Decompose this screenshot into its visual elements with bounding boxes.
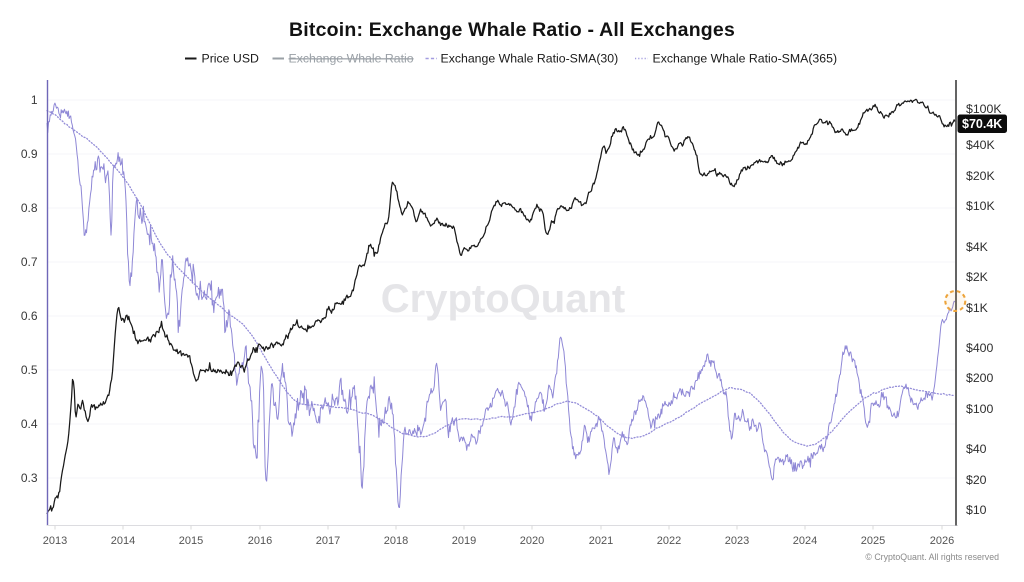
svg-text:Bitcoin: Exchange Whale Ratio: Bitcoin: Exchange Whale Ratio - All Exch… [289,19,735,41]
svg-text:2013: 2013 [43,535,67,547]
svg-text:$20: $20 [966,473,987,487]
svg-text:$20K: $20K [966,169,996,183]
svg-text:CryptoQuant: CryptoQuant [381,277,625,321]
svg-text:2014: 2014 [111,535,135,547]
svg-text:0.4: 0.4 [21,417,38,431]
svg-text:$4K: $4K [966,240,989,254]
svg-text:0.9: 0.9 [21,147,38,161]
svg-text:2016: 2016 [248,535,272,547]
svg-text:Exchange Whale Ratio-SMA(30): Exchange Whale Ratio-SMA(30) [441,52,619,66]
svg-text:$10: $10 [966,503,987,517]
svg-text:0.6: 0.6 [21,309,38,323]
svg-text:2023: 2023 [725,535,749,547]
svg-text:2022: 2022 [657,535,681,547]
svg-text:$10K: $10K [966,199,996,213]
svg-text:0.3: 0.3 [21,471,38,485]
svg-text:2018: 2018 [384,535,408,547]
svg-text:$100K: $100K [966,102,1002,116]
svg-text:2021: 2021 [589,535,613,547]
svg-text:$70.4K: $70.4K [962,117,1002,131]
svg-text:2019: 2019 [452,535,476,547]
svg-text:$400: $400 [966,341,994,355]
svg-text:2015: 2015 [179,535,203,547]
svg-text:Exchange Whale Ratio-SMA(365): Exchange Whale Ratio-SMA(365) [653,52,838,66]
svg-text:1: 1 [31,93,38,107]
svg-text:$2K: $2K [966,270,989,284]
svg-text:$40: $40 [966,442,987,456]
svg-text:$40K: $40K [966,138,996,152]
svg-text:© CryptoQuant. All rights rese: © CryptoQuant. All rights reserved [865,552,999,562]
svg-text:$100: $100 [966,402,994,416]
svg-text:0.7: 0.7 [21,255,38,269]
svg-text:$1K: $1K [966,301,989,315]
svg-text:2020: 2020 [520,535,544,547]
svg-text:Price USD: Price USD [202,52,260,66]
svg-text:0.5: 0.5 [21,363,38,377]
svg-text:2026: 2026 [930,535,954,547]
svg-text:$200: $200 [966,371,994,385]
svg-text:2025: 2025 [861,535,885,547]
svg-text:2024: 2024 [793,535,817,547]
svg-text:0.8: 0.8 [21,201,38,215]
svg-text:2017: 2017 [316,535,340,547]
svg-text:Exchange Whale Ratio: Exchange Whale Ratio [289,52,414,66]
